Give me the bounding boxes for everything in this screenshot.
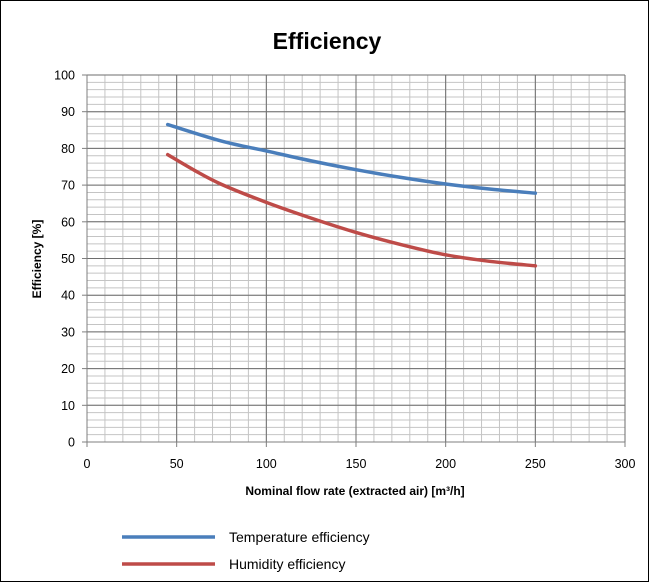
legend: Temperature efficiency Humidity efficienc… (122, 529, 370, 572)
series-lines (165, 122, 538, 268)
series-line-temperature-efficiency (165, 122, 538, 195)
chart-title: Efficiency (273, 28, 382, 54)
y-tick-label: 100 (54, 69, 75, 83)
y-tick-label: 80 (61, 142, 75, 156)
efficiency-chart: Efficiency 0 10 20 30 40 50 60 70 80 90 100 0 50 100 1… (30, 28, 635, 572)
y-tick-label: 50 (61, 252, 75, 266)
y-axis-title: Efficiency [%] (30, 220, 44, 299)
y-tick-label: 0 (68, 436, 75, 450)
legend-label: Humidity efficiency (229, 556, 345, 572)
y-tick-label: 30 (61, 325, 75, 339)
y-tick-label: 40 (61, 289, 75, 303)
x-tick-label: 50 (170, 457, 184, 471)
x-tick-label: 300 (615, 457, 636, 471)
y-tick-label: 60 (61, 215, 75, 229)
tick-labels: 0 10 20 30 40 50 60 70 80 90 100 0 50 100 150 200 250 300 (54, 69, 635, 472)
axes (82, 74, 626, 447)
y-tick-label: 10 (61, 399, 75, 413)
x-tick-label: 200 (435, 457, 456, 471)
x-tick-label: 100 (256, 457, 277, 471)
y-tick-label: 70 (61, 179, 75, 193)
x-axis-title: Nominal flow rate (extracted air) [m³/h] (245, 484, 464, 498)
x-tick-label: 250 (525, 457, 546, 471)
x-tick-label: 0 (84, 457, 91, 471)
y-tick-label: 20 (61, 362, 75, 376)
grid (86, 74, 626, 443)
legend-label: Temperature efficiency (229, 529, 370, 545)
x-tick-label: 150 (346, 457, 367, 471)
y-tick-label: 90 (61, 105, 75, 119)
series-line-humidity-efficiency (165, 152, 538, 268)
